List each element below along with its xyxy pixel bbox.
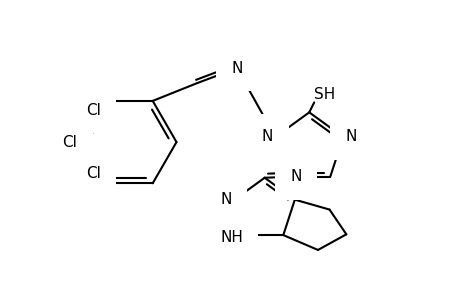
Text: SH: SH xyxy=(313,87,335,102)
Text: N: N xyxy=(262,130,273,145)
Text: Cl: Cl xyxy=(86,103,101,118)
Text: Cl: Cl xyxy=(62,135,77,150)
Text: N: N xyxy=(344,130,356,145)
Text: N: N xyxy=(231,61,242,76)
Text: Cl: Cl xyxy=(86,166,101,181)
Text: NH: NH xyxy=(220,230,242,244)
Text: N: N xyxy=(220,192,231,207)
Text: N: N xyxy=(290,169,301,184)
